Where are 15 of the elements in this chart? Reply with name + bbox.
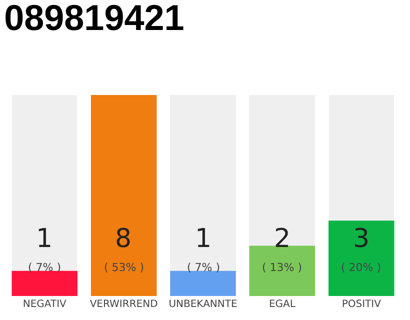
- x-tick-label: VERWIRREND: [90, 299, 158, 310]
- annotation: ( 20% ): [341, 261, 382, 274]
- data-label: 1: [36, 224, 53, 254]
- x-tick-label: EGAL: [268, 299, 296, 310]
- chart-title: 089819421: [4, 0, 184, 38]
- annotation: ( 7% ): [28, 261, 62, 274]
- data-label: 1: [195, 224, 212, 254]
- annotation: ( 13% ): [262, 261, 302, 274]
- x-tick-label: POSITIV: [342, 299, 382, 310]
- annotation: ( 53% ): [104, 261, 144, 274]
- data-label: 3: [353, 224, 370, 254]
- x-tick-label: NEGATIV: [22, 299, 67, 310]
- annotation: ( 7% ): [187, 261, 220, 274]
- x-tick-label: UNBEKANNTE: [168, 299, 238, 310]
- data-label: 8: [115, 224, 132, 254]
